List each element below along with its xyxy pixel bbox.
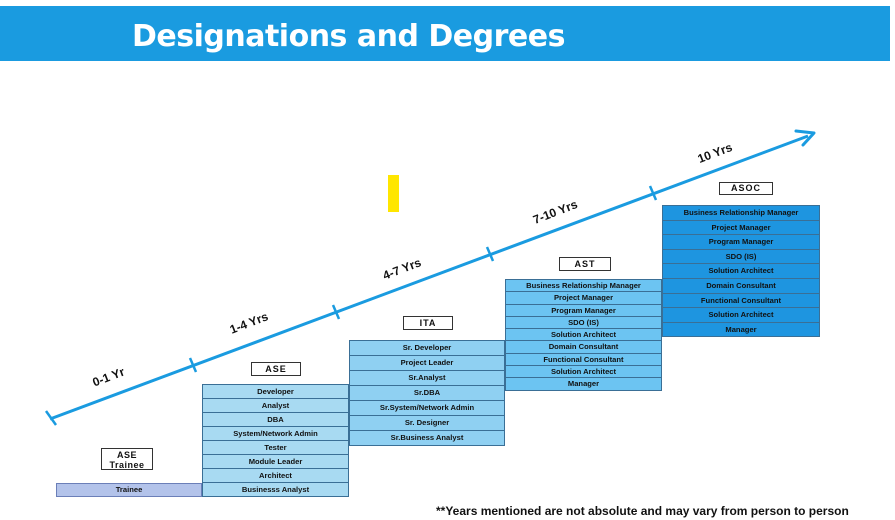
footnote: **Years mentioned are not absolute and m… bbox=[436, 504, 849, 518]
role-cell: Sr.Analyst bbox=[350, 370, 504, 385]
role-cell: Analyst bbox=[203, 398, 348, 412]
timeline-tick bbox=[648, 185, 658, 201]
timeline-tick bbox=[188, 357, 198, 373]
role-cell: Solution Architect bbox=[506, 328, 661, 340]
role-cell: Project Manager bbox=[663, 219, 819, 235]
role-cell: Business Relationship Manager bbox=[506, 279, 661, 291]
role-cell: Functional Consultant bbox=[506, 352, 661, 365]
role-cell: Solution Architect bbox=[506, 365, 661, 377]
role-cell-trainee: Trainee bbox=[56, 483, 202, 497]
role-cell: Solution Architect bbox=[663, 307, 819, 322]
role-cell: Architect bbox=[203, 468, 348, 482]
level-label-ast: AST bbox=[559, 257, 611, 271]
role-cell: Business Relationship Manager bbox=[663, 205, 819, 220]
timeline-tick bbox=[44, 410, 58, 426]
level-label-line: Trainee bbox=[109, 460, 145, 470]
role-cell: Functional Consultant bbox=[663, 292, 819, 308]
role-table-ase: Developer Analyst DBA System/Network Admin T… bbox=[202, 384, 349, 497]
role-table-ita: Sr. Developer Project Leader Sr.Analyst Sr.… bbox=[349, 340, 505, 446]
role-cell: DBA bbox=[203, 412, 348, 426]
role-cell: Program Manager bbox=[506, 303, 661, 316]
role-cell: Tester bbox=[203, 440, 348, 454]
page-title: Designations and Degrees bbox=[132, 19, 565, 54]
role-cell: Sr. Developer bbox=[350, 340, 504, 355]
role-cell: SDO (IS) bbox=[663, 248, 819, 264]
timeline-line bbox=[49, 134, 809, 421]
role-cell: Sr.System/Network Admin bbox=[350, 400, 504, 415]
role-cell: Manager bbox=[506, 377, 661, 389]
role-cell: Program Manager bbox=[663, 234, 819, 249]
timeline-arrowhead bbox=[794, 129, 816, 147]
role-cell: Project Leader bbox=[350, 355, 504, 370]
role-cell: Project Manager bbox=[506, 291, 661, 303]
yellow-marker bbox=[388, 175, 399, 212]
role-cell: System/Network Admin bbox=[203, 426, 348, 440]
role-cell: Sr.Business Analyst bbox=[350, 430, 504, 445]
level-label-ase-trainee: ASE Trainee bbox=[101, 448, 153, 470]
role-cell: Sr.DBA bbox=[350, 385, 504, 400]
role-cell: Developer bbox=[203, 384, 348, 398]
level-label-ita: ITA bbox=[403, 316, 453, 330]
role-table-asoc: Business Relationship Manager Project Man… bbox=[662, 205, 820, 338]
level-label-line: ASE bbox=[116, 450, 137, 460]
role-cell: SDO (IS) bbox=[506, 315, 661, 328]
role-cell: Domain Consultant bbox=[663, 277, 819, 293]
title-banner: Designations and Degrees bbox=[0, 6, 890, 61]
role-cell: Solution Architect bbox=[663, 263, 819, 278]
role-cell: Businesss Analyst bbox=[203, 482, 348, 496]
role-cell: Manager bbox=[663, 321, 819, 337]
role-cell: Module Leader bbox=[203, 454, 348, 468]
role-table-ast: Business Relationship Manager Project Man… bbox=[505, 279, 662, 391]
level-label-ase: ASE bbox=[251, 362, 301, 376]
timeline-tick bbox=[331, 304, 341, 320]
timeline-tick bbox=[485, 246, 495, 262]
role-cell: Domain Consultant bbox=[506, 340, 661, 352]
role-cell: Sr. Designer bbox=[350, 415, 504, 430]
level-label-asoc: ASOC bbox=[719, 182, 773, 195]
